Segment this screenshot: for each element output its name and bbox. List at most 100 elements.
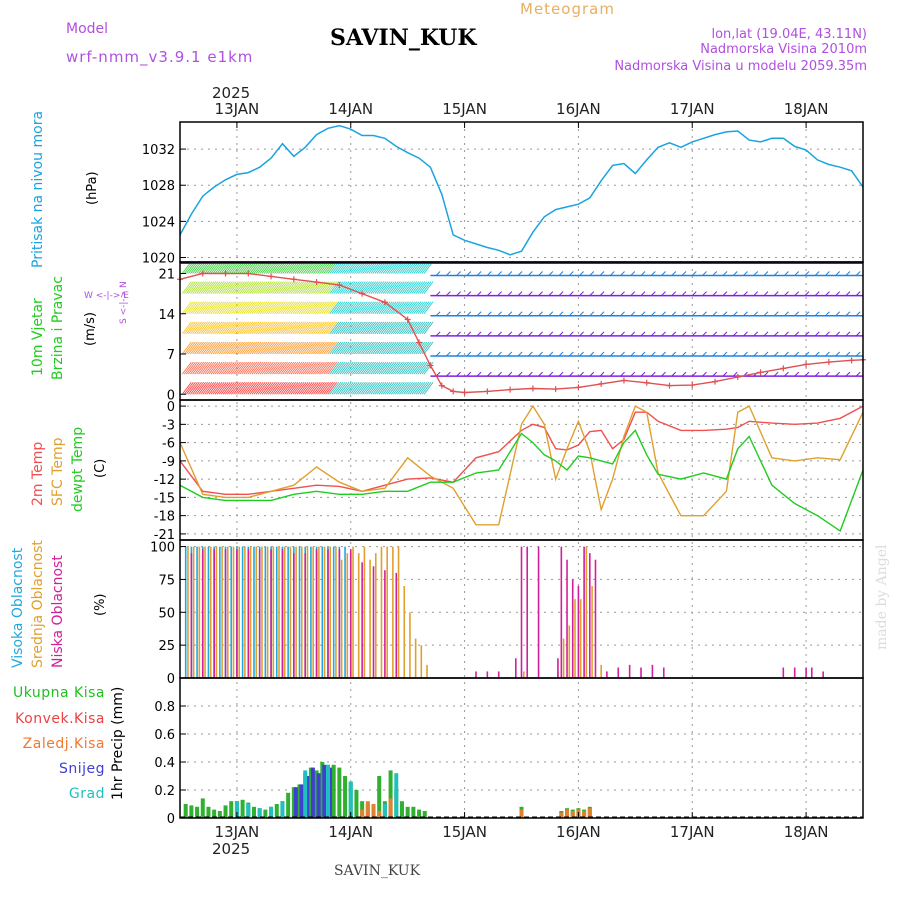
wind-barb [527,371,533,377]
wind-barb [284,381,295,395]
wind-barb [347,281,358,294]
wind-speed-point [666,382,673,389]
wind-barb [249,321,260,335]
wind-barb [349,341,360,355]
wind-barb [364,361,374,375]
wind-speed-point [381,299,388,306]
wind-barb [319,341,329,355]
wind-barb [405,381,415,395]
precip-ylabel: 1hr Precip (mm) [110,687,126,800]
wind-barb [319,301,329,315]
total-rain-bar [286,792,291,818]
wind-barb [298,341,309,355]
wind-barb [216,321,227,335]
wind-barb [347,361,358,375]
wind-barb [395,341,405,355]
wind-barb [200,341,211,355]
wind-barb [181,361,192,375]
wind-barb [753,291,759,296]
wind-barb [558,331,564,337]
wind-barb [233,321,243,335]
wind-barb [308,361,319,375]
wind-barb [247,381,258,395]
wind-barb [194,341,204,355]
wind-barb [257,281,268,294]
wind-barb [421,321,432,335]
wind-barb [392,321,403,335]
wind-barb [630,331,636,337]
wind-barb [284,301,295,315]
wind-barb [274,361,284,375]
wind-barb [620,331,625,337]
wind-barb [241,341,252,355]
wind-barb [296,341,307,355]
wind-barb [351,361,362,375]
wind-barb [845,271,851,276]
wind-barb [517,291,523,296]
wind-barb [222,301,233,315]
wind-barb [390,301,401,315]
wind-barb [317,361,327,375]
wind-barb [589,291,595,296]
wind-barb [282,321,293,335]
wind-barb [417,361,428,375]
wind-barb [763,271,769,276]
wind-barb [237,341,247,355]
wind-barb [192,361,202,375]
wind-barb [403,321,413,335]
pressure-unit: (hPa) [85,171,100,205]
wind-barb [329,301,340,315]
dewpt-line [179,429,864,532]
wind-barb [278,321,288,335]
wind-barb [255,341,266,355]
wind-barb [538,291,543,296]
wind-barb [327,321,338,335]
wind-speed-point [552,386,559,393]
wind-barb [298,281,309,294]
wind-barb [845,351,851,357]
wind-barb [370,341,381,355]
wind-barb [640,351,646,357]
wind-barb [372,321,383,335]
wind-barb [784,371,789,377]
wind-barb [773,331,779,337]
wind-barb [263,361,274,375]
wind-barb [296,381,307,395]
wind-barb [661,271,666,276]
wind-barb [255,301,266,315]
wind-barb [337,361,348,375]
wind-barb [825,371,830,377]
temp-y-tick-label: -6 [162,437,175,452]
wind-barb [202,341,213,355]
wind-barb [702,291,707,296]
wind-barb [245,381,256,395]
wind-barb [486,371,492,377]
wind-barb [186,381,196,395]
wind-barb [773,291,779,296]
wind-barb [216,281,227,294]
wind-barb [413,281,424,294]
snow-bar [310,767,315,818]
wind-barb [661,291,666,296]
wind-barb [229,341,239,355]
wind-barb [360,361,370,375]
wind-barb [378,321,389,335]
wind-barb [218,341,229,355]
cloud-title-2: Srednja Oblacnost [30,540,46,668]
wind-barb [486,271,492,276]
wind-barb [630,311,636,317]
wind-barb [278,381,288,395]
bottom-date-tick: 17JAN [670,823,715,841]
wind-speed-point [757,369,764,376]
wind-barb [691,351,697,357]
wind-barb [568,291,574,296]
wind-barb [743,331,748,337]
cloud-y-tick-label: 25 [158,639,175,654]
wind-barb [276,381,286,395]
wind-barb [845,371,851,377]
wind-barb [356,321,366,335]
wind-barb [497,331,502,337]
wind-barb [380,301,391,315]
wind-barb [486,331,492,337]
wind-barb [722,331,728,337]
